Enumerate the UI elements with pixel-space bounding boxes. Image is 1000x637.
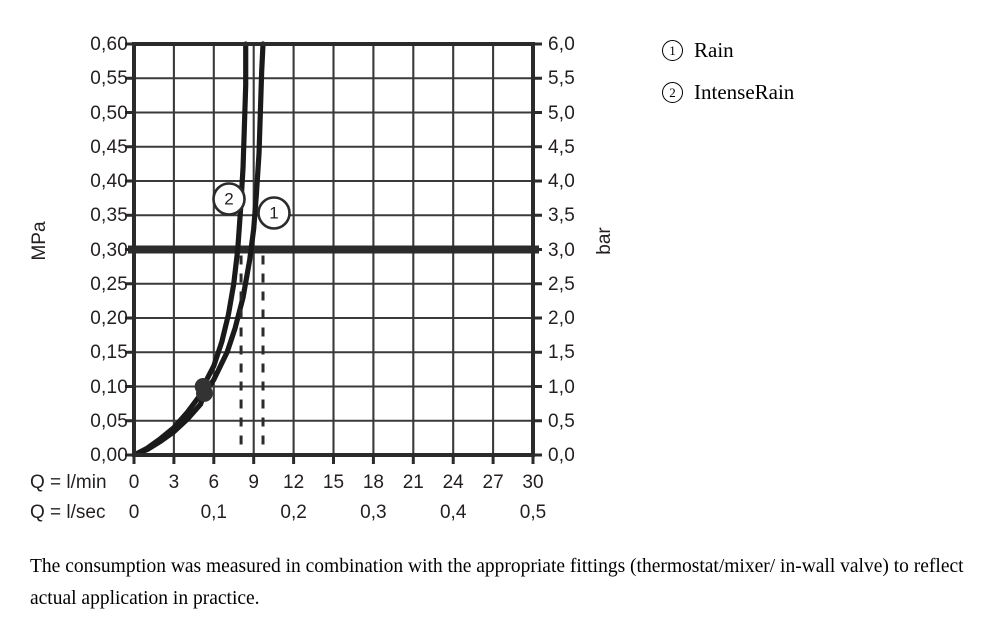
y-tick-mpa: 0,00 [90, 445, 128, 466]
y-tick-mpa: 0,10 [90, 376, 128, 398]
legend-number-badge: 1 [662, 40, 683, 61]
y-axis-left-title: MPa [29, 221, 50, 261]
y-tick-mpa: 0,50 [90, 102, 128, 124]
x-tick-lmin: 21 [402, 472, 424, 493]
y-tick-mpa: 0,60 [90, 34, 128, 55]
x-tick-lmin: 24 [442, 472, 464, 493]
y-axis-left-ticks: 0,60 0,55 0,50 0,45 0,40 0,35 0,30 0,25 0,20 0,15… [70, 0, 128, 480]
y-tick-mpa: 0,15 [90, 342, 128, 364]
legend-item: 2 IntenseRain [662, 80, 982, 105]
x-tick-lmin: 9 [248, 472, 259, 493]
x-tick-lmin: 18 [362, 472, 384, 493]
x-tick-lsec: 0,5 [519, 502, 547, 523]
y-tick-mpa: 0,30 [90, 239, 128, 261]
x-tick-lsec: 0,2 [280, 502, 307, 523]
y-tick-bar: 1,5 [548, 342, 576, 364]
axis-frame [125, 42, 542, 464]
x-tick-lmin: 6 [208, 472, 220, 493]
y-tick-bar: 2,5 [548, 273, 576, 295]
y-tick-bar: 0,0 [548, 445, 576, 466]
y-tick-mpa: 0,55 [90, 68, 128, 90]
operating-point-markers [194, 378, 213, 402]
x-axis-lsec-row: Q = l/sec 0 0,1 0,2 0,3 0,4 0,5 [30, 502, 590, 528]
x-tick-lmin: 3 [168, 472, 180, 493]
svg-text:1: 1 [269, 204, 278, 223]
y-tick-bar: 4,0 [548, 171, 576, 192]
y-tick-mpa: 0,40 [90, 171, 128, 192]
legend-item: 1 Rain [662, 38, 982, 63]
svg-text:2: 2 [224, 190, 233, 209]
x-tick-lmin: 15 [322, 472, 345, 493]
y-tick-mpa: 0,35 [90, 205, 128, 227]
y-axis-right-ticks: 6,0 5,5 5,0 4,5 4,0 3,5 3,0 2,5 2,0 1,5 1,0 0,5 0,0 [548, 0, 608, 480]
dashed-projection-lines [239, 255, 265, 455]
x-axis-lmin-row: Q = l/min 0 3 6 9 12 15 18 21 24 27 30 [30, 472, 590, 498]
x-tick-lsec: 0,1 [200, 502, 228, 523]
x-tick-lmin: 12 [283, 472, 305, 493]
y-tick-mpa: 0,25 [90, 273, 128, 295]
x-tick-lmin: 30 [522, 472, 544, 493]
y-tick-bar: 1,0 [548, 376, 576, 398]
legend-label: IntenseRain [694, 80, 795, 104]
x-axis-lsec-label: Q = l/sec [30, 502, 106, 523]
y-tick-bar: 5,0 [548, 102, 576, 124]
y-tick-bar: 2,0 [548, 308, 576, 329]
y-tick-mpa: 0,20 [90, 308, 128, 329]
y-tick-bar: 3,0 [548, 239, 576, 261]
legend-number-badge: 2 [662, 82, 683, 103]
y-tick-mpa: 0,05 [90, 410, 128, 432]
y-axis-right-title: bar [594, 227, 615, 255]
chart-legend: 1 Rain 2 IntenseRain [662, 38, 982, 122]
x-tick-lmin: 27 [482, 472, 504, 493]
y-tick-bar: 6,0 [548, 34, 576, 55]
y-tick-mpa: 0,45 [90, 136, 128, 158]
y-tick-bar: 3,5 [548, 205, 576, 227]
x-axis-lmin-label: Q = l/min [30, 472, 107, 493]
x-tick-lsec: 0 [128, 502, 140, 523]
curve-number-badges: 21 [212, 182, 291, 230]
legend-label: Rain [694, 38, 734, 62]
curve-lines [131, 41, 266, 458]
x-tick-lmin: 0 [128, 472, 140, 493]
y-tick-bar: 0,5 [548, 410, 576, 432]
y-tick-bar: 5,5 [548, 68, 576, 90]
y-tick-bar: 4,5 [548, 136, 576, 158]
x-tick-lsec: 0,4 [439, 502, 467, 523]
chart-plot-area: 21 [125, 41, 542, 464]
chart-caption: The consumption was measured in combinat… [30, 556, 964, 609]
x-tick-lsec: 0,3 [360, 502, 387, 523]
